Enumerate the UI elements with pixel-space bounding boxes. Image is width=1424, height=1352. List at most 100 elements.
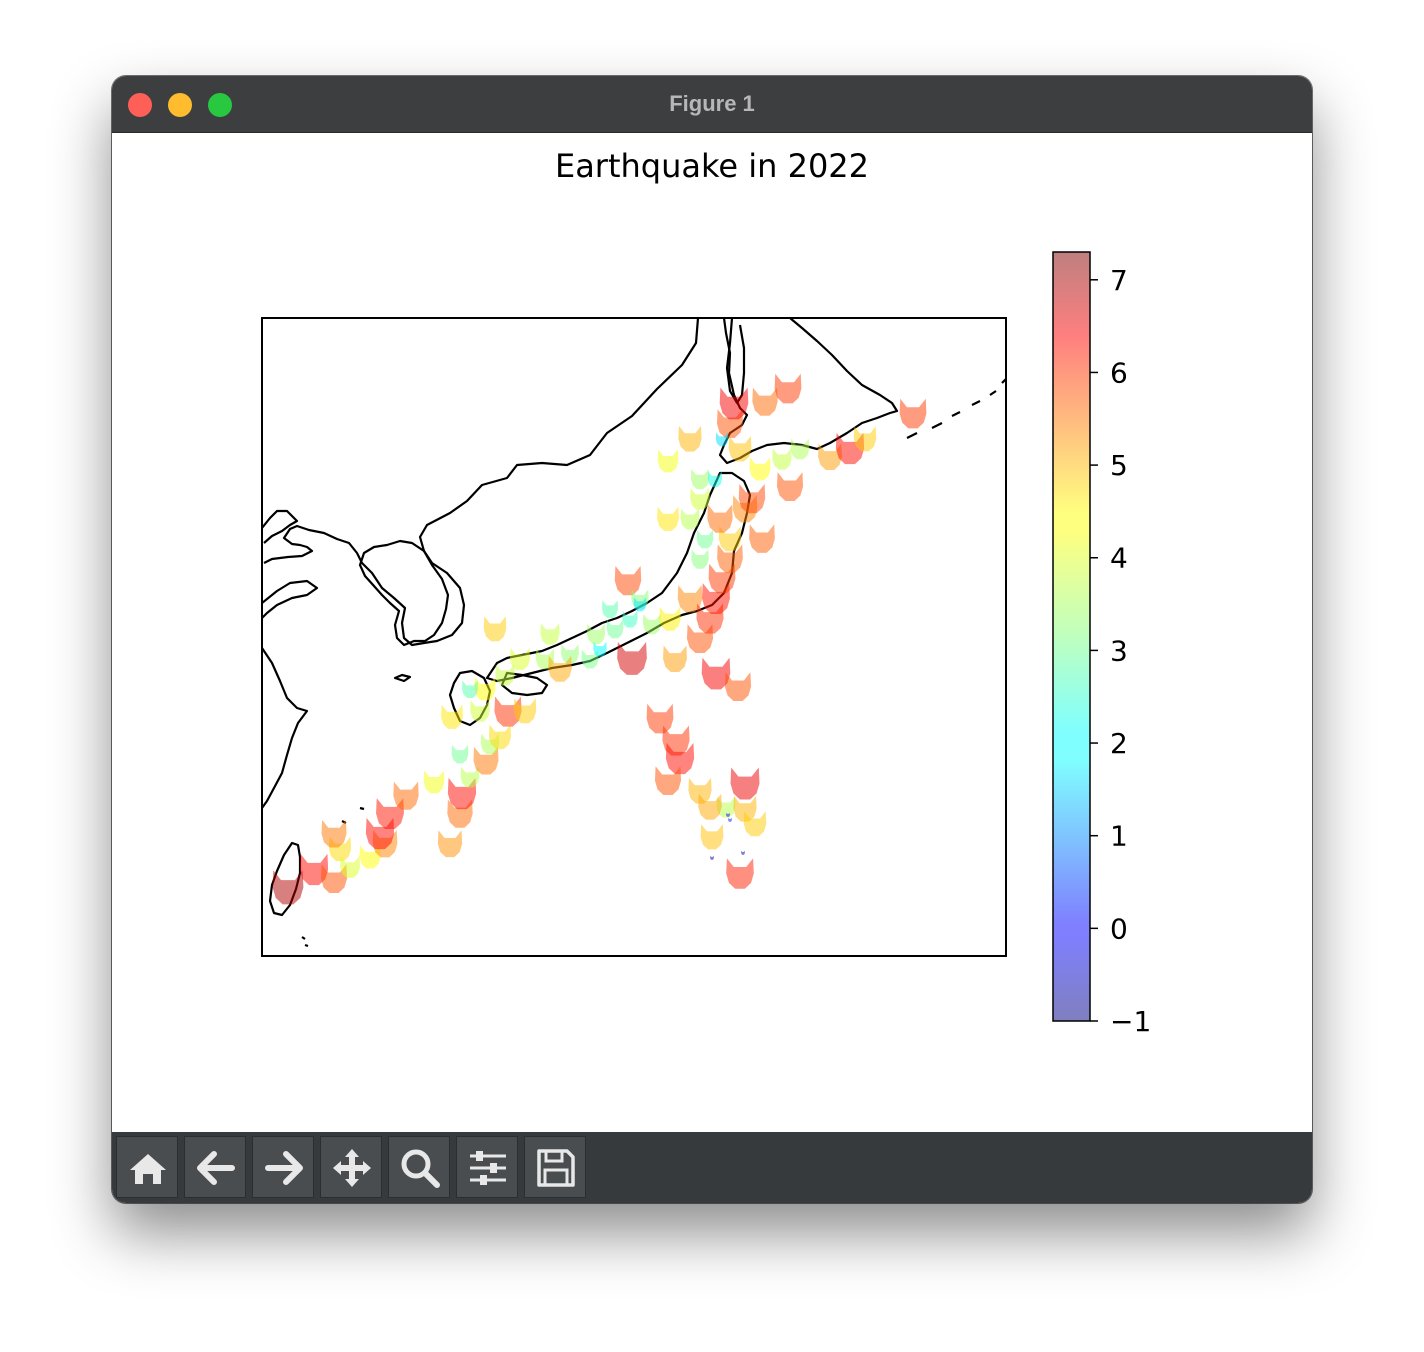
zoom-window-button[interactable] xyxy=(208,93,232,117)
earthquake-point xyxy=(738,483,766,514)
earthquake-point xyxy=(548,655,572,682)
earthquake-point xyxy=(654,766,682,796)
earthquake-point xyxy=(586,624,606,645)
earthquake-point xyxy=(749,524,775,553)
earthquake-point xyxy=(728,436,752,462)
earthquake-point xyxy=(272,870,304,905)
colorbar-tick-label: 7 xyxy=(1110,264,1128,297)
colorbar-tick-label: 6 xyxy=(1110,356,1128,389)
earthquake-point xyxy=(495,664,515,686)
earthquake-point xyxy=(470,700,490,722)
earthquake-point xyxy=(702,583,730,614)
kuril-islands xyxy=(906,378,1006,439)
colorbar-tick-label: 4 xyxy=(1110,542,1128,575)
earthquake-point xyxy=(715,432,729,447)
jeju-island xyxy=(393,673,412,683)
earthquake-point xyxy=(622,610,638,628)
close-window-button[interactable] xyxy=(128,93,152,117)
earthquake-point xyxy=(752,387,778,416)
colorbar-tick-label: 5 xyxy=(1110,449,1128,482)
earthquake-point xyxy=(447,799,473,828)
minimize-window-button[interactable] xyxy=(168,93,192,117)
configure-subplots-button[interactable] xyxy=(456,1136,518,1198)
earthquake-point xyxy=(707,471,723,488)
arrow-right-icon xyxy=(265,1151,303,1185)
move-icon xyxy=(333,1149,371,1187)
earthquake-point xyxy=(393,781,419,810)
pan-button[interactable] xyxy=(320,1136,382,1198)
yellow-sea-coast xyxy=(262,579,319,619)
figure-window: Figure 1 Earthquake in 2022 xyxy=(112,76,1312,1203)
arrow-left-icon xyxy=(197,1151,235,1185)
earthquake-point xyxy=(513,698,537,724)
sliders-icon xyxy=(470,1151,506,1185)
earthquake-point xyxy=(733,795,757,822)
earthquake-point xyxy=(680,508,700,530)
earthquake-point xyxy=(483,616,507,642)
earthquake-point xyxy=(772,448,792,470)
earthquake-point xyxy=(474,677,496,701)
earthquake-point xyxy=(710,855,714,860)
earthquake-point xyxy=(749,457,771,481)
bohai-coast xyxy=(262,509,299,544)
navigation-toolbar xyxy=(112,1132,1312,1203)
title-bar: Figure 1 xyxy=(112,76,1312,133)
back-button[interactable] xyxy=(184,1136,246,1198)
earthquake-point xyxy=(717,544,743,573)
earthquake-point xyxy=(460,766,480,788)
earthquake-point xyxy=(726,812,730,817)
earthquake-point xyxy=(690,488,710,510)
magnifier-icon xyxy=(401,1149,440,1188)
earthquake-point xyxy=(730,767,760,800)
earthquake-point xyxy=(473,746,499,775)
chart-title: Earthquake in 2022 xyxy=(555,147,869,185)
china-east-coast xyxy=(262,647,309,809)
earthquake-point xyxy=(494,696,522,727)
earthquake-point xyxy=(678,425,702,452)
earthquake-point xyxy=(743,811,767,837)
earthquake-point xyxy=(462,680,478,698)
earthquake-point xyxy=(835,432,865,465)
zoom-button[interactable] xyxy=(388,1136,450,1198)
earthquake-point xyxy=(665,742,695,775)
earthquake-point xyxy=(853,426,877,452)
earthquake-point xyxy=(708,563,736,594)
earthquake-point xyxy=(441,704,463,729)
earthquake-point xyxy=(451,744,469,764)
forward-button[interactable] xyxy=(252,1136,314,1198)
earthquake-point xyxy=(716,796,736,818)
earthquake-point xyxy=(359,845,381,869)
earthquake-point xyxy=(677,585,703,613)
earthquake-point xyxy=(688,777,712,804)
earthquake-point xyxy=(719,387,749,420)
home-button[interactable] xyxy=(116,1136,178,1198)
earthquake-point xyxy=(437,830,463,858)
earthquake-point xyxy=(790,438,810,460)
earthquake-point xyxy=(488,724,512,750)
shikoku-coastline xyxy=(500,671,549,697)
earthquake-point xyxy=(606,619,624,639)
save-button[interactable] xyxy=(524,1136,586,1198)
home-icon xyxy=(130,1154,166,1184)
colorbar-tick-label: −1 xyxy=(1110,1005,1151,1038)
earthquake-point xyxy=(593,641,607,657)
earthquake-point xyxy=(818,443,842,470)
earthquake-point xyxy=(774,373,802,404)
earthquake-point xyxy=(328,836,352,862)
earthquake-point xyxy=(646,703,674,734)
figure-canvas[interactable]: Earthquake in 2022 xyxy=(112,133,1312,1132)
earthquake-point xyxy=(741,850,745,855)
earthquake-point xyxy=(724,672,752,702)
earthquake-point xyxy=(320,864,348,894)
earthquake-point xyxy=(701,657,731,690)
earthquake-point xyxy=(728,817,732,822)
earthquake-point xyxy=(642,614,662,635)
earthquake-point xyxy=(707,504,733,533)
earthquake-point xyxy=(365,817,395,850)
window-title: Figure 1 xyxy=(669,91,755,116)
earthquake-point xyxy=(321,819,347,848)
earthquake-points xyxy=(272,373,927,905)
earthquake-point xyxy=(686,624,714,654)
earthquake-point xyxy=(718,526,742,552)
earthquake-point xyxy=(581,649,599,669)
